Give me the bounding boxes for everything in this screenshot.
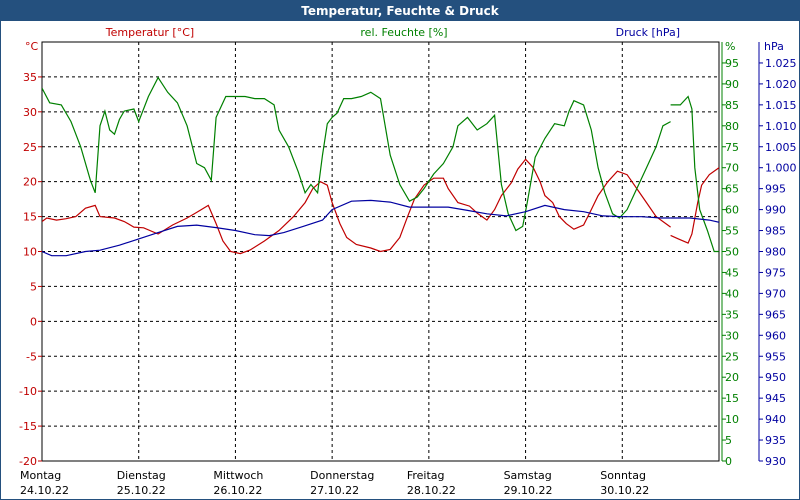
humidity-tick-label: 65 <box>725 183 739 196</box>
pressure-tick-label: 965 <box>765 308 786 321</box>
pressure-tick-label: 945 <box>765 392 786 405</box>
temperature-tick-label: 15 <box>23 211 37 224</box>
x-date-label: 26.10.22 <box>213 484 262 497</box>
humidity-tick-label: 55 <box>725 225 739 238</box>
pressure-tick-label: 1.015 <box>765 99 797 112</box>
humidity-tick-label: 35 <box>725 308 739 321</box>
x-day-label: Donnerstag <box>310 469 374 482</box>
x-day-label: Dienstag <box>117 469 166 482</box>
pressure-tick-label: 1.020 <box>765 78 797 91</box>
humidity-tick-label: 20 <box>725 371 739 384</box>
temperature-tick-label: -10 <box>19 385 37 398</box>
temperature-tick-label: 10 <box>23 246 37 259</box>
humidity-tick-label: 45 <box>725 266 739 279</box>
pressure-series-line <box>42 199 671 257</box>
x-date-label: 25.10.22 <box>117 484 166 497</box>
humidity-tick-label: 15 <box>725 392 739 405</box>
x-day-label: Freitag <box>407 469 445 482</box>
humidity-tick-label: 0 <box>725 455 732 468</box>
pressure-tick-label: 990 <box>765 204 786 217</box>
pressure-series-line <box>670 217 719 223</box>
temperature-tick-label: 20 <box>23 176 37 189</box>
x-date-label: 28.10.22 <box>407 484 456 497</box>
humidity-tick-label: 60 <box>725 204 739 217</box>
legend-temperature: Temperatur [°C] <box>105 26 194 39</box>
temperature-series-line <box>42 158 671 255</box>
humidity-series-line <box>42 76 671 232</box>
temperature-unit-label: °C <box>25 40 39 53</box>
temperature-tick-label: 0 <box>30 315 37 328</box>
temperature-tick-label: -20 <box>19 455 37 468</box>
temperature-tick-label: 30 <box>23 106 37 119</box>
x-date-label: 24.10.22 <box>20 484 69 497</box>
pressure-tick-label: 985 <box>765 225 786 238</box>
x-date-label: 27.10.22 <box>310 484 359 497</box>
humidity-tick-label: 40 <box>725 287 739 300</box>
temperature-tick-label: -15 <box>19 420 37 433</box>
temperature-tick-label: 5 <box>30 280 37 293</box>
temperature-tick-label: -5 <box>26 350 37 363</box>
pressure-tick-label: 970 <box>765 287 786 300</box>
pressure-unit-label: hPa <box>764 40 784 53</box>
humidity-tick-label: 85 <box>725 99 739 112</box>
pressure-tick-label: 995 <box>765 183 786 196</box>
x-day-label: Mittwoch <box>213 469 263 482</box>
humidity-tick-label: 70 <box>725 162 739 175</box>
pressure-tick-label: 930 <box>765 455 786 468</box>
humidity-series-line <box>670 95 719 253</box>
chart-title: Temperatur, Feuchte & Druck <box>1 1 799 21</box>
pressure-tick-label: 975 <box>765 266 786 279</box>
humidity-tick-label: 10 <box>725 413 739 426</box>
pressure-tick-label: 1.005 <box>765 141 797 154</box>
humidity-tick-label: 90 <box>725 78 739 91</box>
pressure-tick-label: 940 <box>765 413 786 426</box>
humidity-tick-label: 75 <box>725 141 739 154</box>
x-day-label: Montag <box>20 469 61 482</box>
legend-humidity: rel. Feuchte [%] <box>360 26 447 39</box>
humidity-tick-label: 30 <box>725 329 739 342</box>
humidity-unit-label: % <box>725 40 735 53</box>
pressure-tick-label: 1.000 <box>765 162 797 175</box>
humidity-tick-label: 5 <box>725 434 732 447</box>
pressure-tick-label: 980 <box>765 246 786 259</box>
pressure-tick-label: 935 <box>765 434 786 447</box>
x-date-label: 30.10.22 <box>600 484 649 497</box>
humidity-tick-label: 95 <box>725 57 739 70</box>
humidity-tick-label: 50 <box>725 246 739 259</box>
pressure-tick-label: 950 <box>765 371 786 384</box>
pressure-tick-label: 1.025 <box>765 57 797 70</box>
temperature-tick-label: 25 <box>23 141 37 154</box>
x-day-label: Samstag <box>504 469 552 482</box>
x-date-label: 29.10.22 <box>504 484 553 497</box>
pressure-tick-label: 955 <box>765 350 786 363</box>
temperature-tick-label: 35 <box>23 71 37 84</box>
temperature-series-line <box>670 166 719 244</box>
x-day-label: Sonntag <box>600 469 646 482</box>
humidity-tick-label: 25 <box>725 350 739 363</box>
pressure-tick-label: 1.010 <box>765 120 797 133</box>
pressure-tick-label: 960 <box>765 329 786 342</box>
legend-pressure: Druck [hPa] <box>616 26 680 39</box>
humidity-tick-label: 80 <box>725 120 739 133</box>
